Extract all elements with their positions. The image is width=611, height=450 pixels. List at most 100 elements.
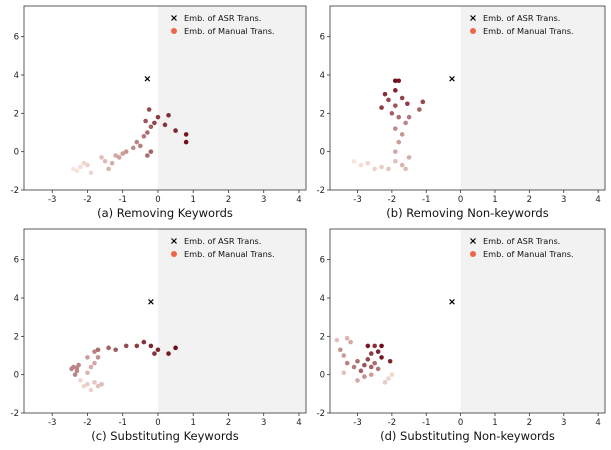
manual-trans-point xyxy=(109,160,115,166)
y-tick-label: -2 xyxy=(317,186,325,196)
y-tick-label: -2 xyxy=(11,186,19,196)
y-tick-label: 2 xyxy=(14,109,19,119)
manual-trans-point xyxy=(85,370,90,376)
y-tick-label: 4 xyxy=(320,71,325,81)
x-tick-label: 1 xyxy=(190,418,195,428)
manual-trans-point xyxy=(141,339,147,345)
manual-trans-point xyxy=(92,380,97,385)
legend-manual-label: Emb. of Manual Trans. xyxy=(184,26,275,36)
manual-trans-point xyxy=(362,362,367,368)
manual-trans-point xyxy=(393,103,398,108)
x-tick-label: -3 xyxy=(353,418,361,428)
manual-trans-point xyxy=(386,166,391,172)
manual-trans-point xyxy=(379,343,384,349)
manual-trans-point xyxy=(372,166,377,172)
manual-trans-point xyxy=(365,160,371,166)
x-tick-label: -1 xyxy=(422,418,430,428)
manual-trans-point xyxy=(379,355,384,360)
x-tick-label: -1 xyxy=(118,418,126,428)
x-tick-label: 2 xyxy=(527,195,532,205)
legend-manual-marker xyxy=(470,251,476,257)
legend-asr-marker xyxy=(171,238,177,244)
manual-trans-point xyxy=(365,357,371,362)
manual-trans-point xyxy=(399,132,405,137)
legend-manual-label: Emb. of Manual Trans. xyxy=(184,249,275,259)
manual-trans-point xyxy=(145,153,150,158)
manual-trans-point xyxy=(116,155,122,160)
manual-trans-point xyxy=(88,387,94,393)
manual-trans-point xyxy=(183,139,189,145)
y-tick-label: 4 xyxy=(320,294,325,304)
manual-trans-point xyxy=(92,360,97,366)
manual-trans-point xyxy=(146,107,152,112)
manual-trans-point xyxy=(379,105,384,110)
manual-trans-point xyxy=(403,166,408,172)
manual-trans-point xyxy=(95,383,101,389)
legend-manual-label: Emb. of Manual Trans. xyxy=(483,249,574,259)
manual-trans-point xyxy=(148,343,154,349)
manual-trans-point xyxy=(365,343,371,349)
manual-trans-point xyxy=(351,364,357,370)
panel-caption: (b) Removing Non-keywords xyxy=(386,206,548,220)
y-tick-label: 2 xyxy=(320,109,325,119)
manual-trans-point xyxy=(417,107,422,112)
manual-trans-point xyxy=(106,345,111,351)
manual-trans-point xyxy=(382,380,388,385)
x-tick-label: -2 xyxy=(388,418,396,428)
manual-trans-point xyxy=(403,120,408,126)
x-tick-label: 3 xyxy=(561,418,566,428)
x-tick-label: -1 xyxy=(118,195,126,205)
manual-trans-point xyxy=(85,162,90,168)
axes-frame xyxy=(329,5,606,191)
manual-trans-point xyxy=(155,347,161,353)
legend-manual-label: Emb. of Manual Trans. xyxy=(483,26,574,36)
manual-trans-point xyxy=(155,114,161,120)
manual-trans-point xyxy=(334,337,340,343)
y-tick-label: 2 xyxy=(320,332,325,342)
manual-trans-point xyxy=(95,355,101,360)
manual-trans-point xyxy=(368,372,374,377)
manual-trans-point xyxy=(166,112,171,118)
manual-trans-point xyxy=(338,347,343,353)
legend-manual-marker xyxy=(171,28,177,34)
manual-trans-point xyxy=(78,378,83,383)
manual-trans-point xyxy=(102,158,108,164)
manual-trans-point xyxy=(113,347,118,353)
manual-trans-point xyxy=(71,166,76,172)
panel-caption: (c) Substituting Keywords xyxy=(91,429,238,443)
manual-trans-point xyxy=(123,149,129,154)
shaded-region xyxy=(157,6,306,190)
manual-trans-point xyxy=(372,360,377,366)
x-tick-label: -1 xyxy=(422,195,430,205)
y-tick-label: 6 xyxy=(320,33,325,43)
manual-trans-point xyxy=(173,345,178,351)
x-tick-label: 1 xyxy=(492,418,497,428)
manual-trans-point xyxy=(358,368,364,374)
manual-trans-point xyxy=(141,134,147,139)
manual-trans-point xyxy=(72,372,78,377)
shaded-region xyxy=(460,229,605,413)
y-tick-label: 0 xyxy=(320,371,325,381)
manual-trans-point xyxy=(393,126,398,131)
panel-caption: (d) Substituting Non-keywords xyxy=(380,429,555,443)
legend: Emb. of ASR Trans. Emb. of Manual Trans. xyxy=(470,236,574,259)
manual-trans-point xyxy=(406,155,412,160)
x-tick-label: 2 xyxy=(527,418,532,428)
manual-trans-point xyxy=(393,88,398,93)
manual-trans-point xyxy=(123,343,129,349)
manual-trans-point xyxy=(152,351,157,356)
panel-caption: (a) Removing Keywords xyxy=(97,206,233,220)
legend-asr-label: Emb. of ASR Trans. xyxy=(483,236,560,246)
manual-trans-point xyxy=(99,381,104,387)
x-tick-label: 2 xyxy=(226,418,231,428)
legend-asr-marker xyxy=(171,15,177,21)
manual-trans-point xyxy=(393,149,398,154)
y-tick-label: 2 xyxy=(14,332,19,342)
manual-trans-point xyxy=(74,365,80,371)
manual-trans-point xyxy=(148,149,154,154)
manual-trans-point xyxy=(399,162,405,168)
manual-trans-point xyxy=(389,372,395,377)
manual-trans-point xyxy=(368,364,374,370)
